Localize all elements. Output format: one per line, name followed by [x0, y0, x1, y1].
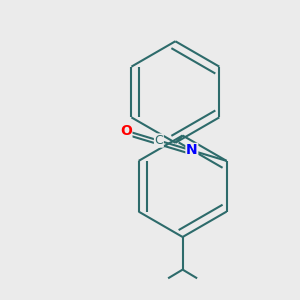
Text: O: O	[120, 124, 132, 138]
Text: C: C	[154, 134, 163, 147]
Text: N: N	[186, 143, 198, 158]
